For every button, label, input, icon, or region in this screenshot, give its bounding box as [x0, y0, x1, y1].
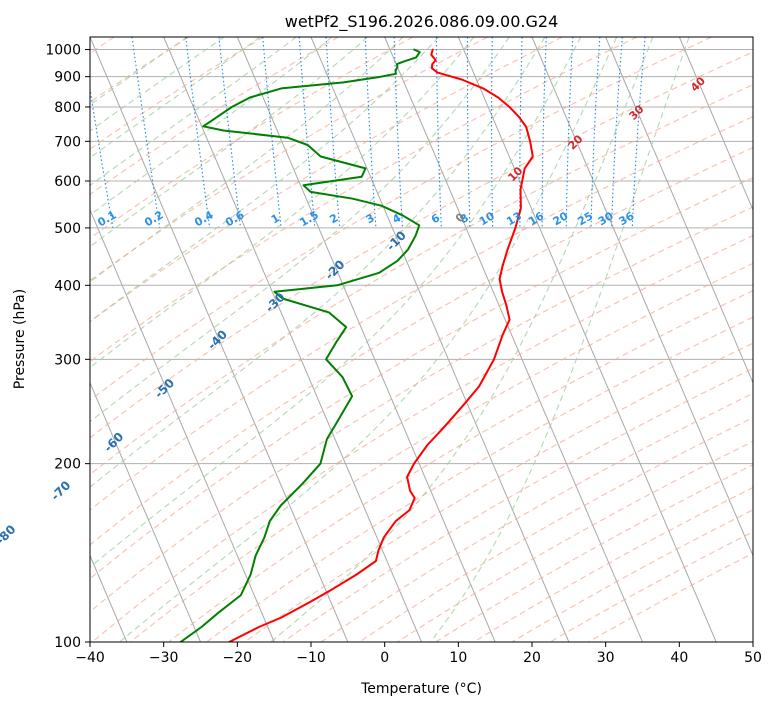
isotherm-gridline	[90, 208, 275, 642]
dry-adiabat-line	[90, 206, 753, 613]
x-tick-label: 20	[523, 650, 541, 666]
moist-adiabat-line	[90, 37, 297, 187]
x-axis-label: Temperature (°C)	[360, 681, 482, 697]
moist-adiabat-line	[90, 37, 475, 369]
moist-adiabat-line	[90, 37, 582, 568]
moist-adiabats-layer	[90, 37, 690, 642]
x-tick-label: 30	[597, 650, 615, 666]
moist-adiabat-line	[90, 37, 546, 488]
x-tick-label: −20	[223, 650, 253, 666]
series-layer	[179, 48, 534, 642]
mixing-ratio-line	[185, 37, 211, 228]
plot-frame	[89, 36, 754, 643]
dry-adiabat-line	[168, 290, 753, 642]
moist-adiabat-line	[90, 37, 368, 248]
y-tick-label: 300	[54, 352, 81, 368]
dry-adiabat-line	[130, 262, 753, 642]
isotherm-gridline	[457, 37, 717, 642]
dry-adiabat-line	[90, 37, 414, 239]
dry-adiabat-line	[90, 84, 753, 476]
y-tick-label: 900	[54, 70, 81, 86]
y-tick-label: 500	[54, 221, 81, 237]
temperature-profile-line	[228, 48, 534, 642]
isotherm-gridline	[384, 37, 643, 642]
mixing-ratio-line	[218, 37, 242, 228]
y-tick-label: 100	[54, 635, 81, 651]
y-tick-label: 600	[54, 174, 81, 190]
isotherm-gridline	[163, 37, 422, 642]
mixing-ratio-line	[90, 85, 114, 228]
dry-adiabat-line	[90, 146, 753, 546]
dry-adiabat-line	[91, 234, 753, 642]
isotherm-gridline	[90, 37, 349, 642]
y-axis-ticks: 100 200 300 400 500 600 700 800 900 1000	[45, 43, 90, 651]
dry-adiabat-line	[90, 37, 339, 196]
dry-adiabat-line	[90, 115, 753, 511]
moist-adiabat-line	[90, 37, 225, 132]
dry-adiabat-line	[90, 51, 753, 439]
dewpoint-profile-line	[179, 48, 421, 642]
mixing-ratio-line	[131, 37, 161, 228]
chart-title: wetPf2_S196.2026.086.09.00.G24	[285, 12, 559, 32]
y-tick-label: 800	[54, 100, 81, 116]
y-tick-label: 200	[54, 457, 81, 473]
dry-adiabat-line	[90, 37, 638, 363]
dry-adiabat-line	[206, 316, 753, 642]
moist-adiabat-line	[429, 37, 690, 642]
x-tick-label: −10	[296, 650, 326, 666]
moist-adiabat-line	[119, 37, 618, 642]
moist-adiabat-line	[90, 37, 510, 423]
dry-adiabats-layer	[90, 37, 753, 642]
moist-adiabat-line	[90, 37, 333, 216]
dry-adiabat-line	[90, 37, 563, 323]
isotherm-gridline	[678, 37, 753, 212]
x-tick-label: 0	[380, 650, 389, 666]
x-tick-label: 50	[744, 650, 762, 666]
x-axis-ticks: −40 −30 −20 −10 0 10 20 30 40 50	[75, 642, 762, 666]
moist-adiabat-line	[270, 37, 654, 642]
dry-adiabat-line	[90, 177, 753, 580]
x-tick-label: 10	[449, 650, 467, 666]
mixing-ratio-layer	[90, 37, 646, 228]
isotherm-gridline	[531, 37, 753, 557]
x-tick-label: −30	[149, 650, 179, 666]
moist-adiabat-line	[90, 37, 439, 323]
y-tick-label: 700	[54, 134, 81, 150]
isotherm-gridline	[90, 381, 201, 642]
moist-adiabat-line	[90, 37, 261, 159]
y-tick-label: 1000	[45, 43, 81, 59]
y-tick-label: 400	[54, 278, 81, 294]
isotherm-gridline	[605, 37, 753, 384]
x-tick-label: 40	[670, 650, 688, 666]
x-tick-label: −40	[75, 650, 105, 666]
moist-adiabat-line	[90, 37, 404, 283]
y-axis-label: Pressure (hPa)	[12, 289, 28, 389]
